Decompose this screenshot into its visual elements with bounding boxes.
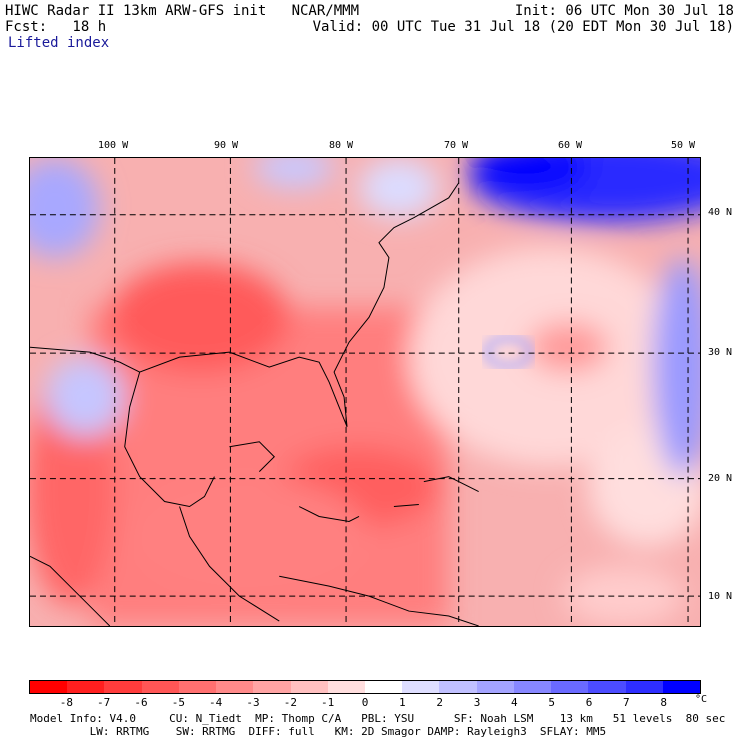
colorbar-swatch xyxy=(625,681,663,693)
lat-label-10n: 10 N xyxy=(708,591,733,602)
colorbar-tick-label: 2 xyxy=(436,696,443,709)
colorbar-swatch xyxy=(141,681,179,693)
colorbar-swatch xyxy=(439,681,477,693)
colorbar-tick-label: 7 xyxy=(623,696,630,709)
colorbar-swatch xyxy=(662,681,700,693)
colorbar-tick-label: -2 xyxy=(283,696,297,709)
colorbar-tick-label: 0 xyxy=(361,696,369,709)
colorbar-swatch xyxy=(30,681,68,693)
field-shading xyxy=(30,158,700,626)
colorbar-swatch xyxy=(104,681,142,693)
lon-label-100w: 100 W xyxy=(98,140,129,151)
colorbar-swatch xyxy=(67,681,105,693)
colorbar-tick-label: -5 xyxy=(171,696,185,709)
title: HIWC Radar II 13km ARW-GFS init NCAR/MMM xyxy=(5,3,360,19)
colorbar xyxy=(29,680,701,694)
colorbar-swatch xyxy=(513,681,552,693)
colorbar-swatch xyxy=(178,681,217,693)
lon-label-80w: 80 W xyxy=(329,140,354,151)
init-time: Init: 06 UTC Mon 30 Jul 18 xyxy=(514,3,734,19)
colorbar-tick-label: 3 xyxy=(473,696,481,709)
colorbar-tick-label: -4 xyxy=(209,696,223,709)
colorbar-tick-label: -8 xyxy=(59,696,73,709)
colorbar-swatch xyxy=(216,681,254,693)
colorbar-tick-label: 5 xyxy=(548,696,555,709)
lifted-index-map xyxy=(29,157,701,627)
field-name: Lifted index xyxy=(8,35,110,51)
model-info-line1: Model Info: V4.0 CU: N_Tiedt MP: Thomp C… xyxy=(30,712,726,725)
colorbar-swatch xyxy=(476,681,514,693)
colorbar-tick-label: -1 xyxy=(321,696,335,709)
colorbar-tick-label: 6 xyxy=(585,696,593,709)
colorbar-swatch xyxy=(402,681,440,693)
forecast-hour: Fcst: 18 h xyxy=(5,19,107,35)
lon-label-60w: 60 W xyxy=(558,140,583,151)
colorbar-swatch xyxy=(551,681,589,693)
colorbar-unit: °C xyxy=(694,694,708,705)
colorbar-swatch xyxy=(364,681,403,693)
colorbar-swatch xyxy=(253,681,291,693)
lat-label-20n: 20 N xyxy=(708,473,733,484)
colorbar-tick-label: -7 xyxy=(97,696,111,709)
lat-label-40n: 40 N xyxy=(708,207,733,218)
colorbar-tick-label: 8 xyxy=(660,696,667,709)
colorbar-swatch xyxy=(290,681,328,693)
valid-time: Valid: 00 UTC Tue 31 Jul 18 (20 EDT Mon … xyxy=(312,19,734,35)
model-info-line2: LW: RRTMG SW: RRTMG DIFF: full KM: 2D Sm… xyxy=(30,725,607,738)
graticule xyxy=(30,158,700,626)
lon-label-50w: 50 W xyxy=(671,140,696,151)
colorbar-tick-label: -6 xyxy=(134,696,148,709)
colorbar-swatch xyxy=(588,681,626,693)
lon-label-90w: 90 W xyxy=(214,140,239,151)
colorbar-tick-label: -3 xyxy=(246,696,260,709)
colorbar-tick-label: 1 xyxy=(399,696,406,709)
lon-label-70w: 70 W xyxy=(444,140,469,151)
colorbar-swatch xyxy=(327,681,365,693)
colorbar-tick-label: 4 xyxy=(511,696,518,709)
lat-label-30n: 30 N xyxy=(708,347,733,358)
